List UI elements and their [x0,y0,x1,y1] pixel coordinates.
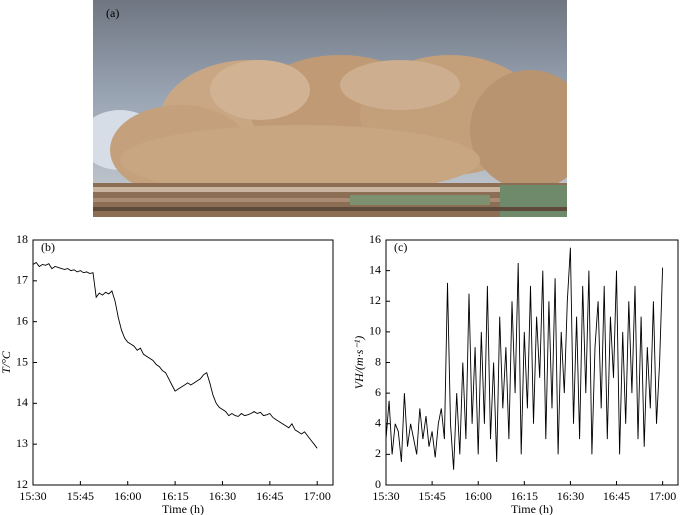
x-tick-label: 17:00 [304,489,331,503]
y-tick-label: 8 [375,354,381,368]
x-tick-label: 16:45 [603,489,630,503]
x-tick-label: 15:30 [372,489,399,503]
y-tick-label: 6 [375,385,381,399]
y-tick-label: 16 [369,232,381,246]
charts: 12 13 14 15 16 17 18 15:30 15:45 16:00 16:15 16:30 1… [0,232,679,515]
y-tick-label: 18 [16,232,28,246]
x-tick-label: 16:30 [557,489,584,503]
x-tick-label: 16:45 [256,489,283,503]
data-line [32,261,318,449]
x-axis-label: Time (h) [162,502,204,515]
y-tick-label: 4 [375,416,381,430]
y-tick-label: 0 [375,477,381,491]
x-tick-label: 15:45 [67,489,94,503]
x-tick-label: 16:15 [511,489,538,503]
y-tick-label: 10 [369,324,381,338]
panel-label: (c) [394,240,407,254]
x-tick-label: 16:00 [114,489,141,503]
photo-label: (a) [106,6,119,20]
x-tick-label: 17:00 [649,489,676,503]
x-tick-label: 16:30 [209,489,236,503]
y-tick-label: 13 [16,436,28,450]
x-axis-label: Time (h) [511,502,553,515]
y-tick-label: 14 [16,395,28,409]
y-tick-label: 15 [16,354,28,368]
x-tick-label: 15:30 [19,489,46,503]
y-tick-label: 16 [16,313,28,327]
y-tick-label: 12 [16,477,28,491]
y-tick-label: 12 [369,293,381,307]
y-tick-label: 2 [375,446,381,460]
x-tick-label: 16:00 [465,489,492,503]
x-tick-label: 16:15 [161,489,188,503]
panel-label: (b) [41,240,55,254]
data-line [385,247,664,470]
x-tick-label: 15:45 [418,489,445,503]
photo [93,0,567,217]
plot-frame [32,239,334,486]
y-tick-label: 17 [16,273,28,287]
y-axis-label: VH/(m·s⁻¹) [352,336,366,390]
y-tick-label: 14 [369,262,381,276]
y-axis-label: T/°C [0,350,13,374]
